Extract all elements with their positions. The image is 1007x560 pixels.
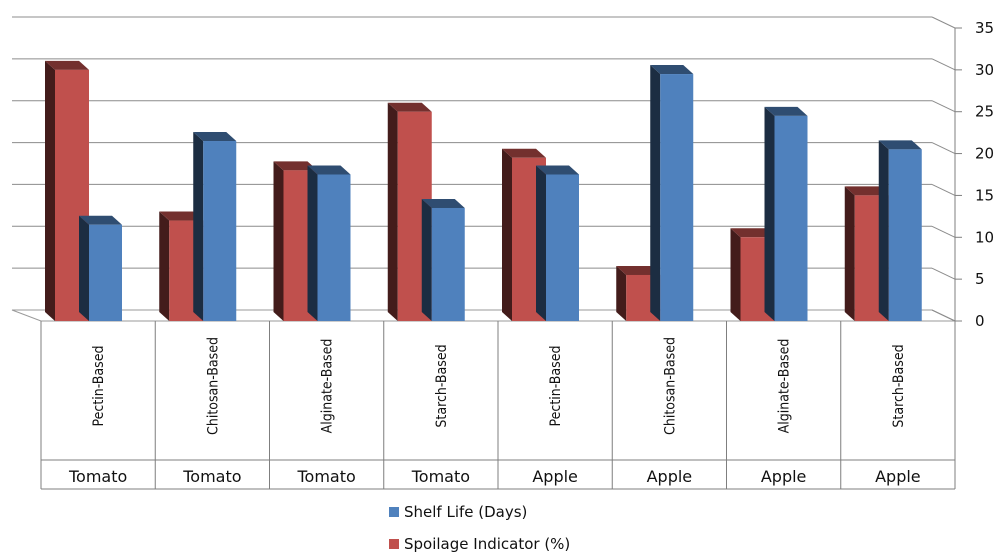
category-label: Alginate-Based <box>320 339 336 434</box>
y-tick-label: 10 <box>975 228 994 246</box>
gridline-side <box>931 142 956 155</box>
bar-side <box>273 161 284 321</box>
bar-side <box>307 165 318 321</box>
legend-swatch <box>389 539 399 549</box>
gridline-side <box>931 183 956 196</box>
legend-label: Shelf Life (Days) <box>404 503 527 521</box>
y-tick-label: 30 <box>975 61 994 79</box>
bar-top <box>79 215 122 225</box>
bar-top <box>650 65 694 75</box>
gridline-side <box>931 16 956 29</box>
bar-top <box>764 106 808 116</box>
bar-front <box>660 74 694 322</box>
bars <box>45 60 922 322</box>
bar-top <box>844 186 889 196</box>
bar-front <box>546 174 579 321</box>
category-label: Chitosan-Based <box>205 337 221 435</box>
group-label: Apple <box>532 467 578 486</box>
floor <box>11 309 956 322</box>
bar-top <box>387 102 432 112</box>
bar-front <box>317 174 351 321</box>
bar-top <box>616 265 661 275</box>
bar-side <box>79 215 89 321</box>
y-tick-label: 0 <box>975 312 985 330</box>
bar-top <box>502 148 546 158</box>
bar-shelf-life <box>536 165 579 321</box>
bar-top <box>421 198 465 208</box>
y-tick-label: 5 <box>975 270 985 288</box>
bar-top <box>193 132 237 142</box>
bar-front <box>888 149 922 321</box>
bar-shelf-life <box>193 132 237 321</box>
gridline-side <box>931 225 956 238</box>
bar-side <box>616 265 627 321</box>
y-tick-label: 20 <box>975 145 994 163</box>
bar-side <box>421 198 432 321</box>
gridline-side <box>931 309 956 322</box>
category-label: Starch-Based <box>891 344 907 427</box>
legend: Shelf Life (Days) Spoilage Indicator (%) <box>389 503 570 553</box>
group-label: Tomato <box>411 467 470 486</box>
bar-top <box>878 140 922 150</box>
bar-front <box>774 115 808 322</box>
bar-shelf-life <box>764 106 808 322</box>
bar-top <box>45 60 89 70</box>
bar-side <box>878 140 889 321</box>
bar-top <box>273 161 318 171</box>
bar-top <box>730 228 775 238</box>
group-label: Apple <box>875 467 921 486</box>
bar-side <box>193 132 204 321</box>
gridline-side <box>931 58 956 71</box>
group-label: Tomato <box>182 467 241 486</box>
bar-front <box>203 141 237 321</box>
bar-top <box>307 165 351 175</box>
bar-top <box>536 165 579 175</box>
bar-side <box>764 106 775 322</box>
bar-side <box>650 65 661 322</box>
x-axis-table: Pectin-Based Tomato Chitosan-Based Tomato Al… <box>40 321 956 490</box>
group-label: Tomato <box>68 467 127 486</box>
bar-shelf-life <box>650 65 694 322</box>
bar-side <box>387 102 398 321</box>
bar-side <box>844 186 855 321</box>
category-label: Pectin-Based <box>548 346 564 427</box>
legend-swatch <box>389 507 399 517</box>
category-label: Pectin-Based <box>91 346 107 427</box>
category-label: Alginate-Based <box>777 339 793 434</box>
bar-front <box>89 224 122 321</box>
bar-front <box>431 207 465 321</box>
bar-shelf-life <box>79 215 122 321</box>
group-label: Tomato <box>296 467 355 486</box>
bar-side <box>159 211 170 321</box>
y-tick-label: 35 <box>975 19 994 37</box>
bar-side <box>502 148 512 321</box>
category-label: Starch-Based <box>434 344 450 427</box>
gridlines <box>12 16 956 322</box>
y-tick-label: 25 <box>975 103 994 121</box>
legend-label: Spoilage Indicator (%) <box>404 535 570 553</box>
chart-walls <box>11 17 956 322</box>
bar-shelf-life <box>307 165 351 321</box>
side-wall <box>932 17 955 321</box>
bar-shelf-life <box>421 198 465 321</box>
bar-shelf-life <box>878 140 922 321</box>
bar-side <box>45 60 55 321</box>
bar-side <box>536 165 546 321</box>
gridline-side <box>931 100 956 113</box>
bar-side <box>730 228 741 321</box>
bar-top <box>159 211 204 221</box>
group-label: Apple <box>761 467 807 486</box>
category-label: Chitosan-Based <box>662 337 678 435</box>
y-tick-label: 15 <box>975 186 994 204</box>
group-label: Apple <box>647 467 693 486</box>
gridline-side <box>931 267 956 280</box>
y-axis: 0 5 10 15 20 25 30 35 <box>954 19 994 330</box>
